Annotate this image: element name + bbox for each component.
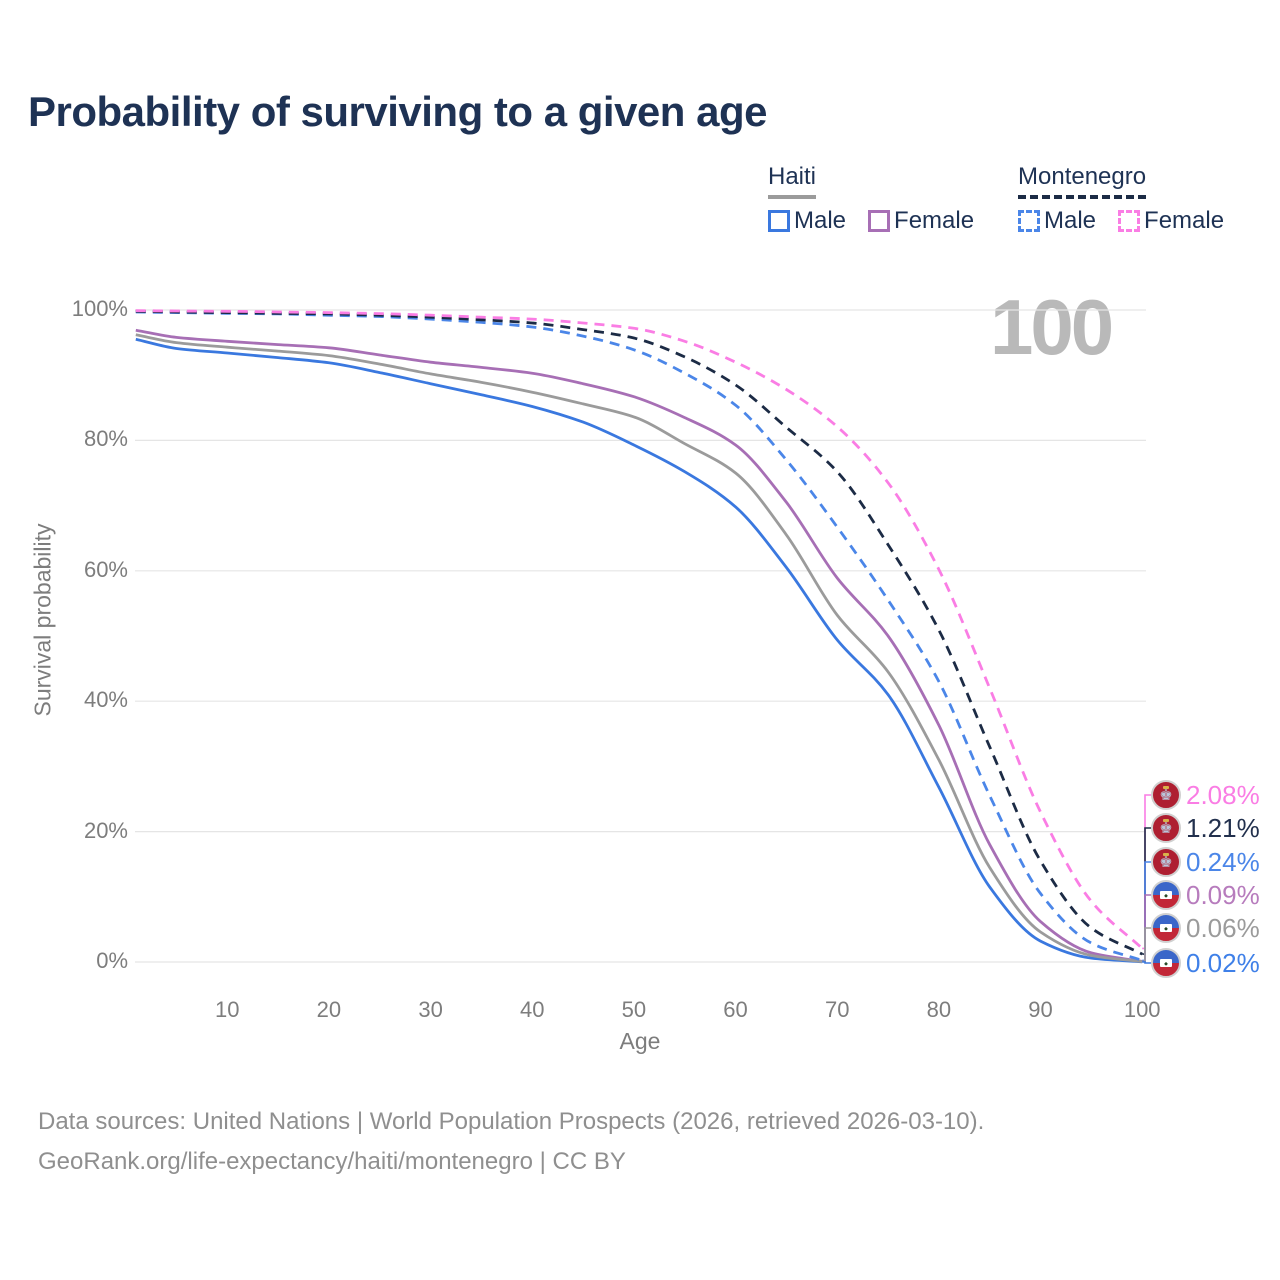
end-label-value: 0.24% [1186,846,1260,877]
end-label-connector-montenegro-female [1142,794,1151,950]
montenegro-male-line-swatch-icon [1018,210,1040,232]
y-tick-label-80%: 80% [83,426,128,452]
legend-heading-haiti: Haiti [768,163,817,199]
x-tick-label-10: 10 [215,997,240,1022]
y-tick-label-20%: 20% [83,817,128,843]
legend-item-haiti-male[interactable]: Male [768,207,846,235]
highlighted-age-watermark: 100 [990,283,1114,371]
haiti-flag-icon [1151,948,1181,978]
x-tick-label-20: 20 [316,997,342,1022]
end-label-row: 1.21% [1151,812,1260,844]
montenegro-flag-icon [1151,780,1181,810]
series-line-haiti-female [135,328,1143,963]
end-label-connector-montenegro-male [1142,861,1151,962]
x-axis-title: Age [619,1028,661,1054]
legend-items-montenegro: Male Female [1018,207,1224,235]
x-tick-label-100: 100 [1123,997,1161,1022]
montenegro-flag-icon [1151,847,1181,877]
end-label-row: 0.02% [1151,947,1260,979]
end-label-value: 2.08% [1186,779,1260,810]
haiti-female-line-swatch-icon [868,210,891,232]
legend-group-haiti: Haiti Male Female [768,163,974,235]
series-line-haiti-male [135,337,1143,964]
haiti-flag-icon [1151,913,1181,943]
series-line-haiti-both-sexes [135,333,1143,963]
legend-items-haiti: Male Female [768,207,974,235]
x-tick-label-70: 70 [824,997,850,1022]
end-label-connector-haiti-male [1142,961,1151,964]
series-line-montenegro-male [135,310,1143,962]
end-label-row: 0.09% [1151,879,1260,911]
x-tick-label-80: 80 [926,997,952,1022]
y-tick-label-100%: 100% [71,296,128,321]
end-label-value: 0.02% [1186,947,1260,978]
end-label-value: 0.09% [1186,879,1260,910]
legend-item-montenegro-female[interactable]: Female [1118,207,1224,235]
series-line-montenegro-female [135,309,1144,950]
end-label-value: 1.21% [1186,812,1260,843]
legend-item-haiti-female[interactable]: Female [868,207,974,235]
x-tick-label-60: 60 [723,997,748,1022]
x-tick-label-40: 40 [519,997,545,1022]
y-tick-label-60%: 60% [83,556,128,582]
legend-item-label: Female [894,207,975,234]
legend-item-label: Female [1144,207,1225,234]
end-label-row: 2.08% [1151,779,1260,811]
y-tick-label-40%: 40% [83,687,128,713]
montenegro-female-line-swatch-icon [1118,210,1141,232]
end-label-connector-haiti-both-sexes [1142,927,1151,963]
legend-heading-montenegro: Montenegro [1018,163,1147,199]
y-tick-label-0%: 0% [96,948,128,973]
series-line-montenegro-both-sexes [135,309,1143,956]
haiti-flag-icon [1151,880,1181,910]
end-label-row: 0.06% [1151,912,1260,944]
legend-item-label: Male [794,207,847,234]
montenegro-flag-icon [1151,813,1181,843]
x-tick-label-90: 90 [1028,997,1053,1022]
legend-item-montenegro-male[interactable]: Male [1018,207,1096,235]
end-label-value: 0.06% [1186,912,1260,943]
x-tick-label-50: 50 [621,997,647,1022]
page-title: Probability of surviving to a given age [28,88,767,135]
legend-item-label: Male [1044,207,1097,234]
data-sources-note: Data sources: United Nations | World Pop… [38,1108,985,1135]
end-label-row: 0.24% [1151,846,1260,878]
y-axis-title: Survival probability [29,523,56,717]
x-tick-label-30: 30 [418,997,443,1022]
legend-group-montenegro: Montenegro Male Female [1018,163,1224,235]
haiti-male-line-swatch-icon [768,210,790,232]
attribution-note: GeoRank.org/life-expectancy/haiti/monten… [38,1148,626,1175]
end-label-connector-montenegro-both-sexes [1142,827,1151,955]
